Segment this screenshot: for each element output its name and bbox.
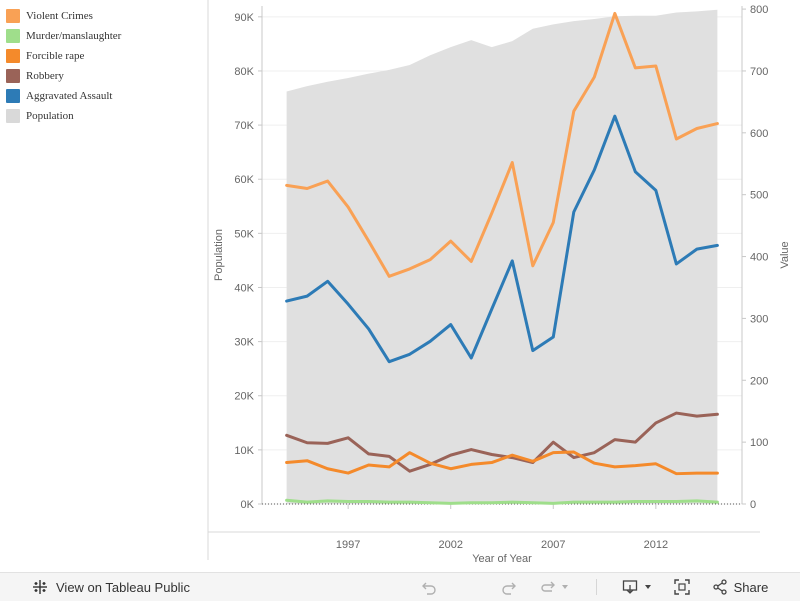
undo-button[interactable]: [420, 577, 438, 597]
population-area: [286, 9, 718, 505]
legend-item[interactable]: Violent Crimes: [6, 6, 196, 26]
undo-icon: [422, 582, 436, 595]
y-left-tick-label: 20K: [234, 391, 254, 403]
y-left-tick-label: 80K: [234, 66, 254, 78]
y-right-tick-label: 100: [750, 437, 768, 449]
toolbar: View on Tableau Public: [0, 572, 800, 601]
y-right-tick-label: 300: [750, 313, 768, 325]
view-on-tableau-button[interactable]: View on Tableau Public: [32, 579, 190, 595]
revert-icon: [541, 581, 555, 592]
y-left-tick-label: 60K: [234, 174, 254, 186]
legend: Violent Crimes Murder/manslaughter Forcibl…: [6, 6, 196, 126]
murder-manslaughter-line: [285, 498, 719, 505]
x-tick-label: 2007: [541, 539, 565, 551]
x-axis-title: Year of Year: [472, 553, 532, 565]
y-right-tick-label: 700: [750, 66, 768, 78]
y-right-tick-label: 600: [750, 128, 768, 140]
share-label: Share: [733, 579, 769, 595]
y-left-tick-label: 10K: [234, 445, 254, 457]
download-icon: [622, 580, 637, 594]
x-tick-label: 2012: [644, 539, 668, 551]
y-left-tick-label: 90K: [234, 12, 254, 24]
y-right-axis-title: Value: [779, 241, 791, 268]
y-left-axis-title: Population: [213, 229, 225, 281]
fullscreen-icon: [674, 579, 690, 595]
redo-icon: [502, 582, 516, 595]
revert-dropdown-icon: [562, 585, 568, 589]
y-right-tick-label: 200: [750, 375, 768, 387]
y-left-tick-label: 70K: [234, 120, 254, 132]
forcible-rape-line: [285, 450, 719, 476]
legend-swatch: [6, 109, 20, 123]
legend-label: Forcible rape: [26, 50, 85, 62]
y-left-tick-label: 30K: [234, 337, 254, 349]
share-button[interactable]: Share: [710, 577, 770, 597]
share-icon: [712, 579, 727, 595]
robbery-line: [285, 411, 719, 473]
legend-item[interactable]: Population: [6, 106, 196, 126]
y-left-tick-label: 0K: [241, 499, 255, 511]
legend-item[interactable]: Aggravated Assault: [6, 86, 196, 106]
download-button[interactable]: [620, 577, 654, 597]
violent-crimes-line: [285, 11, 719, 278]
legend-label: Murder/manslaughter: [26, 30, 122, 42]
x-tick-label: 2002: [438, 539, 462, 551]
legend-item[interactable]: Forcible rape: [6, 46, 196, 66]
y-right-tick-label: 0: [750, 499, 756, 511]
legend-label: Robbery: [26, 70, 64, 82]
chart: 0K 10K 20K 30K 40K 50K 60K 70K 80K 90K 0 100 200 300 4…: [207, 0, 791, 565]
x-tick-label: 1997: [336, 539, 360, 551]
y-right-tick-label: 400: [750, 252, 768, 264]
legend-item[interactable]: Robbery: [6, 66, 196, 86]
revert-button[interactable]: [535, 577, 575, 597]
view-on-tableau-label: View on Tableau Public: [56, 579, 190, 595]
download-dropdown-icon: [644, 585, 651, 589]
legend-swatch: [6, 89, 20, 103]
y-right-tick-label: 500: [750, 190, 768, 202]
legend-label: Population: [26, 110, 74, 122]
legend-swatch: [6, 9, 20, 23]
fullscreen-button[interactable]: [672, 577, 692, 597]
y-left-tick-label: 40K: [234, 282, 254, 294]
aggravated-assault-line: [285, 114, 719, 364]
toolbar-divider: [596, 579, 597, 595]
redo-button[interactable]: [500, 577, 518, 597]
legend-swatch: [6, 49, 20, 63]
legend-item[interactable]: Murder/manslaughter: [6, 26, 196, 46]
y-right-tick-label: 800: [750, 4, 768, 16]
legend-label: Violent Crimes: [26, 10, 93, 22]
legend-label: Aggravated Assault: [26, 90, 113, 102]
legend-swatch: [6, 29, 20, 43]
legend-swatch: [6, 69, 20, 83]
y-left-tick-label: 50K: [234, 228, 254, 240]
tableau-logo-icon: [33, 580, 47, 594]
